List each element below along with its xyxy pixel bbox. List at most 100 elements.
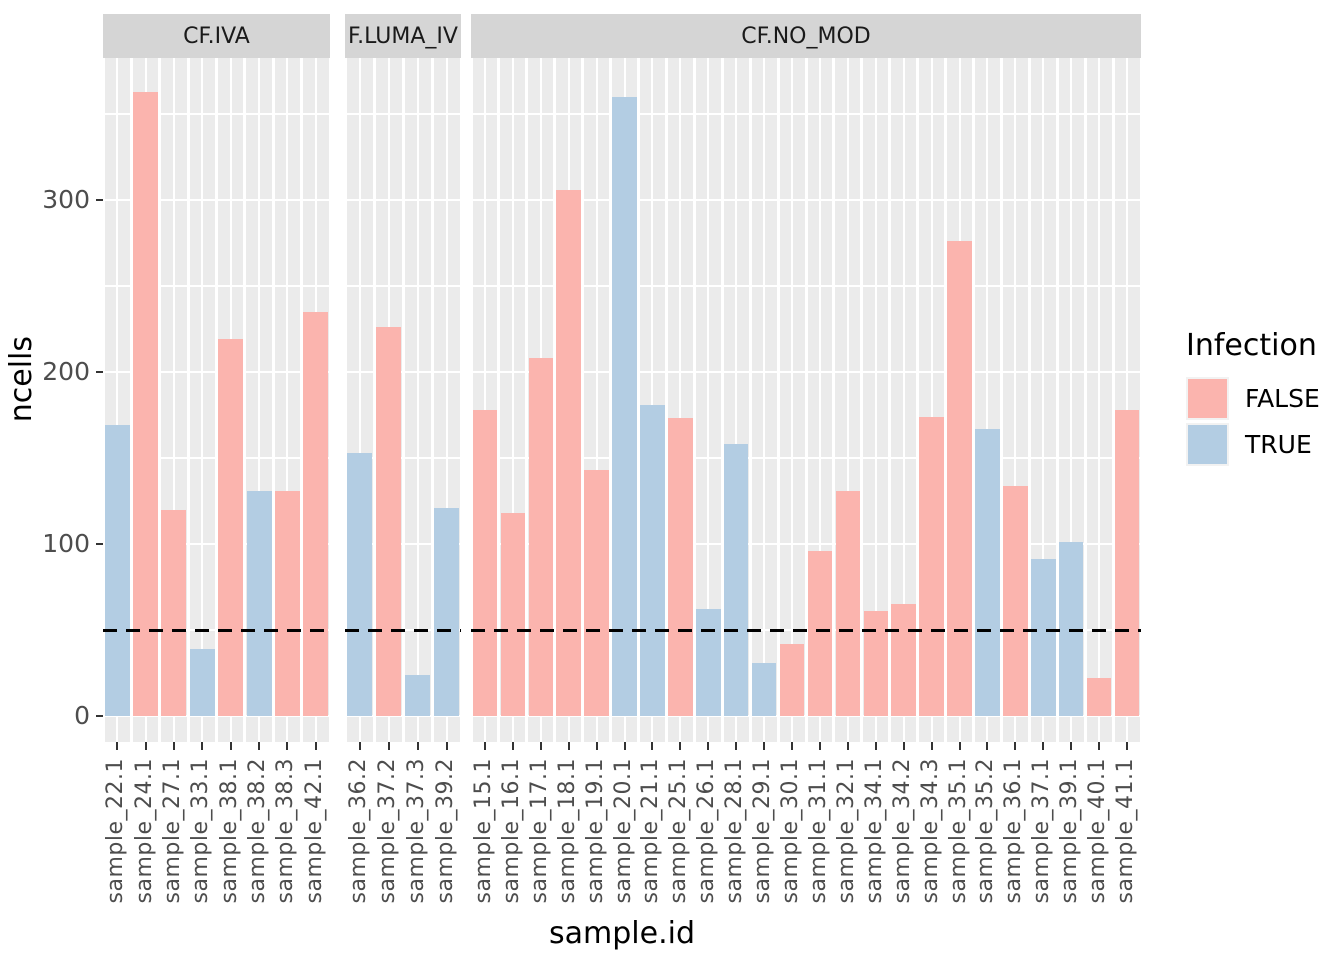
x-tick-label: sample_39.1 <box>1057 758 1083 904</box>
x-tick <box>735 742 738 750</box>
gridline-vertical <box>1055 58 1059 742</box>
x-tick <box>763 742 766 750</box>
x-tick-label: sample_28.1 <box>722 758 748 904</box>
x-tick-label: sample_38.3 <box>273 758 299 904</box>
gridline-vertical <box>129 58 133 742</box>
facet-strip-label: CF.NO_MOD <box>471 14 1141 58</box>
gridline-vertical <box>201 58 204 742</box>
legend: Infection FALSE TRUE <box>1180 328 1340 469</box>
x-tick-label: sample_38.2 <box>245 758 271 904</box>
legend-swatch-true <box>1188 425 1227 464</box>
x-tick-label: sample_19.1 <box>582 758 608 904</box>
gridline-vertical <box>916 58 920 742</box>
gridline-major <box>345 714 461 718</box>
gridline-vertical <box>345 58 347 742</box>
legend-title: Infection <box>1186 328 1317 363</box>
x-tick-label: sample_22.1 <box>103 758 129 904</box>
gridline-vertical <box>116 58 119 742</box>
bar <box>947 241 972 716</box>
bar <box>975 428 1000 716</box>
y-tick <box>96 715 103 717</box>
bar <box>863 611 889 716</box>
x-tick <box>986 742 989 750</box>
legend-label: TRUE <box>1245 430 1312 459</box>
bar <box>1114 409 1140 716</box>
gridline-major <box>471 198 1141 202</box>
gridline-vertical <box>791 58 794 742</box>
gridline-vertical <box>258 58 261 742</box>
x-tick <box>902 742 905 750</box>
gridline-major <box>103 714 330 718</box>
x-tick-label: sample_34.2 <box>889 758 915 904</box>
gridline-vertical <box>1014 58 1017 742</box>
x-tick-label: sample_25.1 <box>666 758 692 904</box>
y-tick <box>96 543 103 545</box>
x-tick <box>1014 742 1017 750</box>
y-tick <box>96 199 103 201</box>
gridline-vertical <box>459 58 461 742</box>
x-tick-label: sample_36.1 <box>1001 758 1027 904</box>
gridline-vertical <box>748 58 752 742</box>
x-tick <box>846 742 849 750</box>
x-tick <box>511 742 514 750</box>
gridline-vertical <box>860 58 864 742</box>
gridline-major <box>345 542 461 546</box>
x-tick-label: sample_24.1 <box>131 758 157 904</box>
bar <box>835 490 861 716</box>
x-tick <box>387 742 390 750</box>
gridline-vertical <box>445 58 448 742</box>
x-tick <box>1098 742 1101 750</box>
bar <box>189 648 215 716</box>
gridline-vertical <box>874 58 877 742</box>
gridline-vertical <box>581 58 585 742</box>
gridline-minor <box>471 113 1141 115</box>
panel-background <box>345 58 461 742</box>
gridline-vertical <box>286 58 289 742</box>
reference-line-dashed <box>345 628 461 632</box>
x-tick <box>172 742 175 750</box>
gridline-minor <box>103 285 330 287</box>
gridline-vertical <box>832 58 836 742</box>
gridline-vertical <box>1027 58 1031 742</box>
gridline-vertical <box>888 58 892 742</box>
gridline-major <box>103 370 330 374</box>
x-tick-label: sample_37.2 <box>374 758 400 904</box>
gridline-vertical <box>720 58 724 742</box>
bar <box>584 470 609 716</box>
bar <box>218 339 244 716</box>
x-axis-title: sample.id <box>549 916 695 951</box>
x-tick <box>416 742 419 750</box>
x-tick <box>958 742 961 750</box>
gridline-minor <box>471 457 1141 459</box>
x-tick <box>1070 742 1073 750</box>
legend-swatch-false <box>1188 379 1227 418</box>
x-tick-label: sample_21.1 <box>638 758 664 904</box>
x-tick <box>791 742 794 750</box>
gridline-vertical <box>1139 58 1141 742</box>
bar <box>133 91 159 716</box>
y-tick-label: 0 <box>74 701 90 730</box>
x-tick-label: sample_17.1 <box>526 758 552 904</box>
gridline-vertical <box>1126 58 1129 742</box>
gridline-vertical <box>902 58 905 742</box>
gridline-minor <box>103 457 330 459</box>
x-tick-label: sample_18.1 <box>554 758 580 904</box>
facet-strip-label: F.LUMA_IV <box>345 14 461 58</box>
x-tick <box>1042 742 1045 750</box>
gridline-vertical <box>553 58 557 742</box>
bar <box>640 404 665 716</box>
bar <box>246 490 272 716</box>
gridline-vertical <box>846 58 849 742</box>
reference-line-dashed <box>103 628 330 632</box>
x-tick-label: sample_16.1 <box>498 758 524 904</box>
gridline-vertical <box>595 58 598 742</box>
gridline-vertical <box>818 58 821 742</box>
x-tick-label: sample_31.1 <box>805 758 831 904</box>
gridline-major <box>345 198 461 202</box>
x-tick <box>1126 742 1129 750</box>
x-tick-label: sample_30.1 <box>778 758 804 904</box>
gridline-vertical <box>372 58 376 742</box>
gridline-major <box>471 370 1141 374</box>
gridline-vertical <box>1111 58 1115 742</box>
facet-strip-label: CF.IVA <box>103 14 330 58</box>
